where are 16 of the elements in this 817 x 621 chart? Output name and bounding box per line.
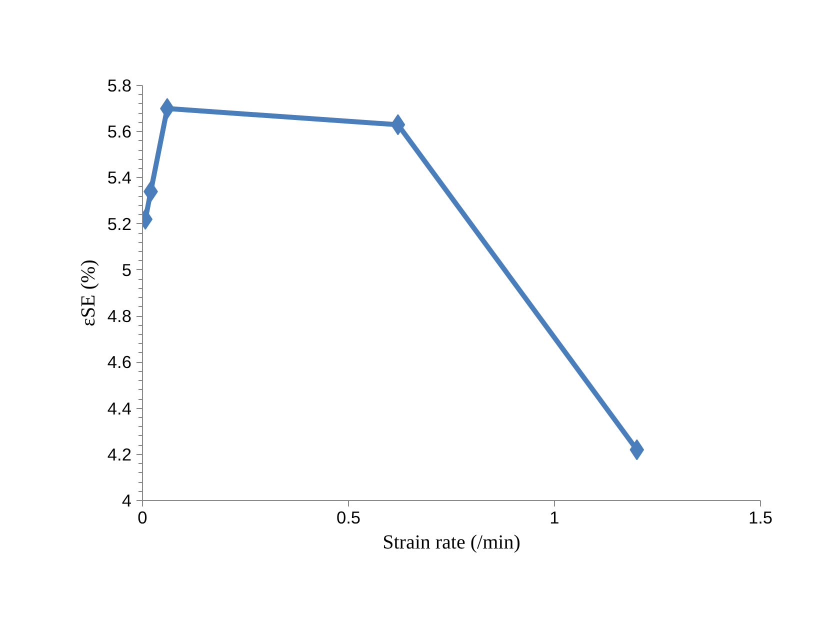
y-tick-label: 4.6: [107, 352, 132, 372]
y-tick-label: 5.6: [107, 122, 132, 142]
y-tick-label: 4.4: [107, 398, 132, 418]
y-tick-label: 4.2: [107, 444, 132, 464]
x-tick-label: 1: [550, 508, 560, 528]
y-tick-label: 5.2: [107, 214, 132, 234]
y-tick-label: 5.8: [107, 76, 132, 96]
y-tick-label: 4.8: [107, 306, 132, 326]
y-tick-label: 5: [122, 260, 132, 280]
x-tick-label: 0: [138, 508, 148, 528]
y-tick-label: 5.4: [107, 168, 132, 188]
x-tick-label: 0.5: [336, 508, 361, 528]
x-axis-title: Strain rate (/min): [382, 532, 520, 554]
y-axis-title: εSE (%): [77, 260, 100, 326]
y-tick-label: 4: [122, 490, 132, 510]
x-tick-label: 1.5: [748, 508, 773, 528]
